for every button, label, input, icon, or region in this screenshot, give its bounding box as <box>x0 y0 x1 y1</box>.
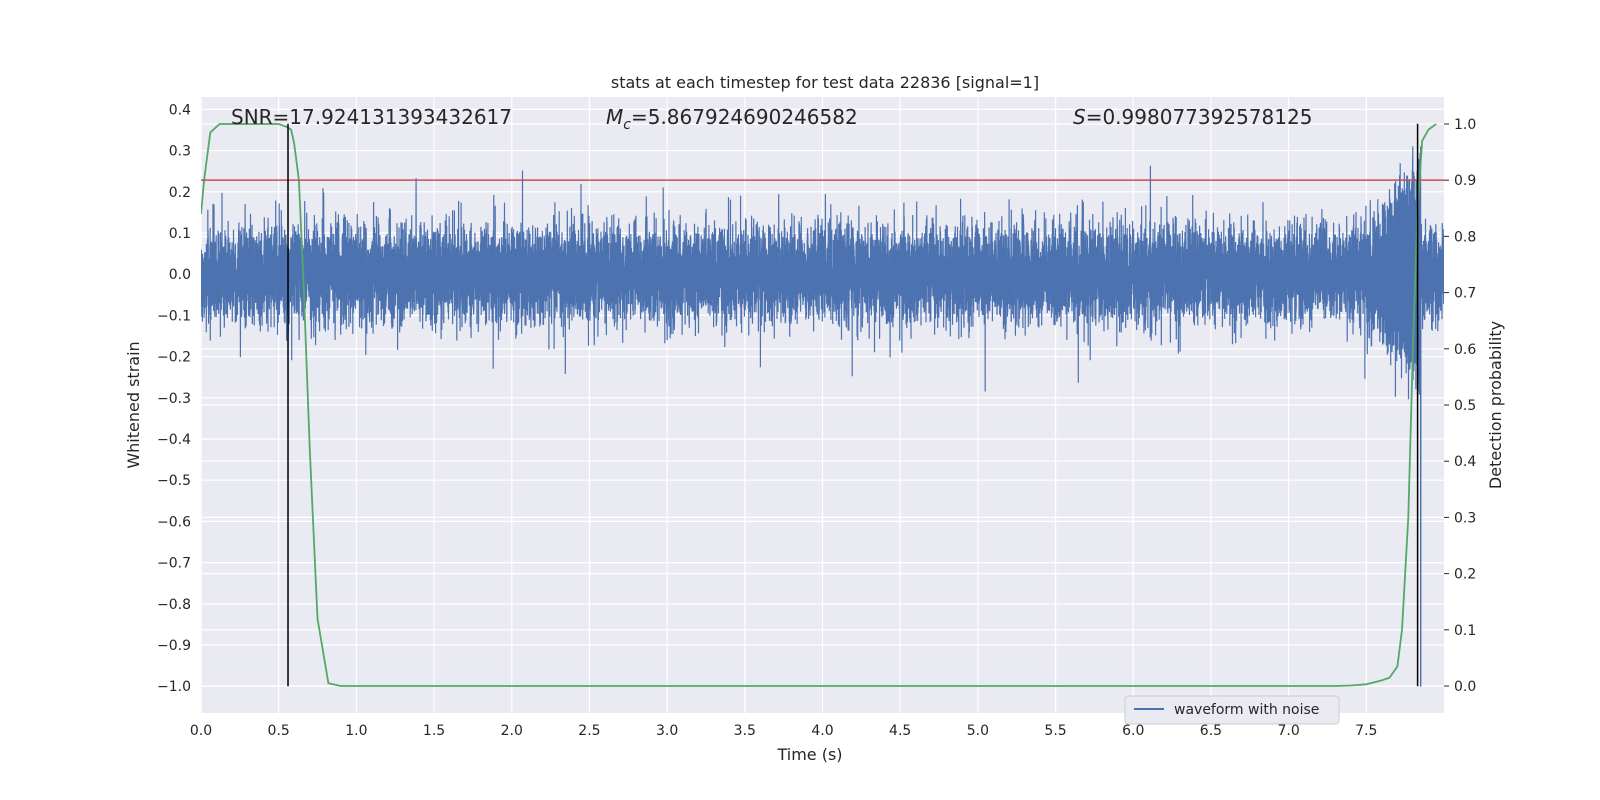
y-right-axis-label: Detection probability <box>1486 321 1505 489</box>
y-right-tick-label: 0.7 <box>1454 286 1476 302</box>
y-left-tick-label: 0.3 <box>169 144 191 160</box>
y-left-tick-label: −1.0 <box>157 679 191 695</box>
detection-probability-line <box>201 123 1437 687</box>
mc-value: =5.867924690246582 <box>631 105 858 129</box>
x-tick-label: 1.0 <box>345 723 367 739</box>
x-tick-labels: 0.0 0.5 1.0 1.5 2.0 2.5 3.0 3.5 4.0 4.5 5.0 5.5 6.0 6… <box>190 723 1378 739</box>
y-left-tick-label: 0.4 <box>169 102 191 118</box>
x-tick-label: 3.5 <box>734 723 756 739</box>
x-tick-label: 5.5 <box>1044 723 1066 739</box>
y-left-tick-label: −0.9 <box>157 638 191 654</box>
series-layer <box>201 123 1444 687</box>
snr-annotation: SNR=17.924131393432617 <box>231 105 512 129</box>
y-right-tick-label: 0.0 <box>1454 679 1476 695</box>
x-tick-label: 6.5 <box>1200 723 1222 739</box>
y-right-tick-label: 0.6 <box>1454 342 1476 358</box>
y-left-tick-label: 0.2 <box>169 185 191 201</box>
y-left-tick-label: 0.1 <box>169 226 191 242</box>
x-tick-label: 2.0 <box>501 723 523 739</box>
y-right-tick-labels: 1.0 0.9 0.8 0.7 0.6 0.5 0.4 0.3 0.2 0.1 0.0 <box>1444 117 1476 695</box>
chart-title: stats at each timestep for test data 228… <box>611 73 1039 92</box>
x-tick-label: 5.0 <box>967 723 989 739</box>
x-tick-label: 7.5 <box>1355 723 1377 739</box>
y-left-tick-label: −0.1 <box>157 308 191 324</box>
s-symbol: S <box>1073 105 1086 129</box>
legend-box <box>1124 695 1340 725</box>
x-tick-label: 4.0 <box>811 723 833 739</box>
x-tick-label: 1.5 <box>423 723 445 739</box>
x-tick-label: 6.0 <box>1122 723 1144 739</box>
y-left-tick-label: −0.8 <box>157 597 191 613</box>
y-left-tick-label: −0.5 <box>157 473 191 489</box>
y-left-axis-label: Whitened strain <box>124 341 143 468</box>
x-tick-label: 0.5 <box>268 723 290 739</box>
y-left-tick-label: −0.2 <box>157 350 191 366</box>
x-tick-label: 0.0 <box>190 723 212 739</box>
y-left-tick-label: −0.7 <box>157 556 191 572</box>
y-left-tick-label: −0.3 <box>157 391 191 407</box>
y-left-tick-label: −0.6 <box>157 514 191 530</box>
y-left-tick-label: 0.0 <box>169 267 191 283</box>
y-right-tick-label: 0.9 <box>1454 173 1476 189</box>
y-left-tick-label: −0.4 <box>157 432 191 448</box>
y-right-tick-label: 1.0 <box>1454 117 1476 133</box>
mc-symbol: M <box>606 105 623 129</box>
legend: waveform with noise <box>1124 695 1340 725</box>
x-tick-label: 3.0 <box>656 723 678 739</box>
mc-subscript: c <box>623 117 631 133</box>
y-right-tick-label: 0.5 <box>1454 398 1476 414</box>
score-annotation: S=0.998077392578125 <box>1073 105 1312 129</box>
x-tick-label: 7.0 <box>1277 723 1299 739</box>
x-tick-label: 2.5 <box>578 723 600 739</box>
x-tick-label: 4.5 <box>889 723 911 739</box>
s-value: =0.998077392578125 <box>1086 105 1313 129</box>
y-right-tick-label: 0.8 <box>1454 229 1476 245</box>
y-left-tick-labels: 0.4 0.3 0.2 0.1 0.0 −0.1 −0.2 −0.3 −0.4 −0.5 −0.6 −… <box>157 102 191 695</box>
y-right-tick-label: 0.2 <box>1454 567 1476 583</box>
chirp-mass-annotation: Mc=5.867924690246582 <box>606 105 858 133</box>
legend-label-waveform: waveform with noise <box>1174 702 1319 718</box>
y-right-tick-label: 0.4 <box>1454 454 1476 470</box>
y-right-tick-label: 0.3 <box>1454 510 1476 526</box>
x-axis-label: Time (s) <box>776 745 842 764</box>
y-right-tick-label: 0.1 <box>1454 623 1476 639</box>
waveform-with-noise-line <box>201 146 1444 687</box>
